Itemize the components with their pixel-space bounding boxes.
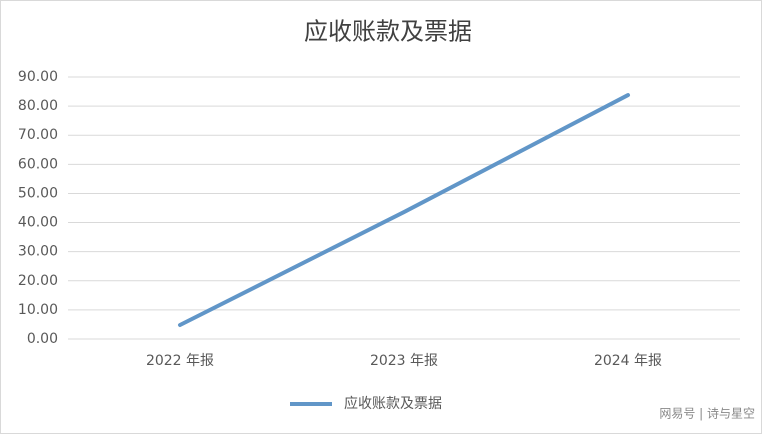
y-tick-label: 60.00 [18, 156, 58, 172]
data-line [178, 93, 630, 328]
y-tick-label: 40.00 [18, 215, 58, 231]
chart-title: 应收账款及票据 [304, 18, 472, 46]
x-tick-label: 2023 年报 [370, 353, 438, 369]
y-tick-label: 80.00 [18, 98, 58, 114]
x-tick-label: 2024 年报 [594, 353, 662, 369]
y-tick-label: 20.00 [18, 273, 58, 289]
x-tick-label: 2022 年报 [146, 353, 214, 369]
legend-label: 应收账款及票据 [344, 395, 442, 412]
y-tick-label: 90.00 [18, 69, 58, 85]
y-tick-label: 70.00 [18, 127, 58, 143]
watermark: 网易号 | 诗与星空 [659, 407, 755, 421]
y-tick-label: 10.00 [18, 302, 58, 318]
y-tick-label: 0.00 [27, 331, 58, 347]
y-tick-label: 50.00 [18, 185, 58, 201]
y-tick-label: 30.00 [18, 244, 58, 260]
